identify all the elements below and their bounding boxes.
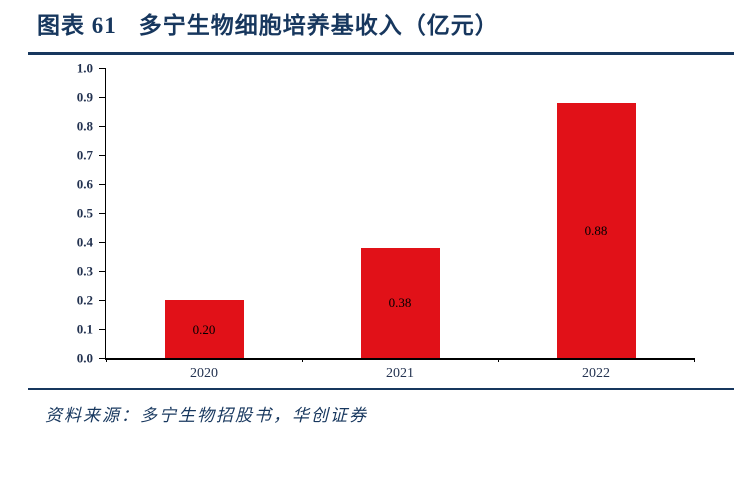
y-axis-tick bbox=[99, 67, 105, 69]
y-axis-tick-label: 0.4 bbox=[76, 234, 93, 250]
bar-2020: 0.20 bbox=[164, 300, 244, 358]
y-axis-tick-label: 0.5 bbox=[76, 205, 93, 221]
y-axis-tick bbox=[99, 96, 105, 98]
bar-2022: 0.88 bbox=[556, 102, 636, 358]
y-axis-tick bbox=[99, 299, 105, 301]
y-axis-tick bbox=[99, 183, 105, 185]
title-divider-line bbox=[28, 52, 734, 55]
bar-value-label: 0.20 bbox=[192, 321, 216, 337]
y-axis-tick-label: 1.0 bbox=[76, 60, 93, 76]
figure-title-text: 多宁生物细胞培养基收入（亿元） bbox=[138, 13, 499, 38]
y-axis-tick bbox=[99, 328, 105, 330]
source-note: 资料来源：多宁生物招股书，华创证券 bbox=[45, 406, 368, 425]
x-axis-tick bbox=[105, 358, 107, 362]
y-axis-tick-label: 0.3 bbox=[76, 263, 93, 279]
x-axis-category-label: 2020 bbox=[190, 366, 218, 381]
y-axis-tick bbox=[99, 125, 105, 127]
y-axis-tick-label: 0.0 bbox=[76, 350, 93, 366]
y-axis-tick bbox=[99, 212, 105, 214]
bar-value-label: 0.38 bbox=[388, 295, 412, 311]
x-axis-tick bbox=[497, 358, 499, 362]
y-axis-tick-label: 0.9 bbox=[76, 89, 93, 105]
y-axis-tick-label: 0.2 bbox=[76, 292, 93, 308]
y-axis-tick-label: 0.6 bbox=[76, 176, 93, 192]
y-axis-tick bbox=[99, 154, 105, 156]
y-axis-tick bbox=[99, 270, 105, 272]
y-axis-tick-label: 0.7 bbox=[76, 147, 93, 163]
x-axis-category-label: 2022 bbox=[582, 366, 610, 381]
chart-bottom-divider-line bbox=[28, 388, 734, 390]
bar-2021: 0.38 bbox=[360, 247, 440, 358]
figure-number-label: 图表 61 bbox=[37, 13, 117, 38]
y-axis-tick-label: 0.1 bbox=[76, 321, 93, 337]
y-axis-tick-label: 0.8 bbox=[76, 118, 93, 134]
x-axis-tick bbox=[693, 358, 695, 362]
y-axis-tick bbox=[99, 357, 105, 359]
bar-chart-plot-area: 0.0 0.1 0.2 0.3 0.4 0.5 0.6 0.7 0.8 0.9 1.0 0.20 202… bbox=[77, 62, 695, 381]
x-axis-category-label: 2021 bbox=[386, 366, 414, 381]
figure-title: 图表 61 多宁生物细胞培养基收入（亿元） bbox=[37, 6, 499, 40]
y-axis-tick bbox=[99, 241, 105, 243]
bar-value-label: 0.88 bbox=[584, 222, 608, 238]
x-axis-tick bbox=[301, 358, 303, 362]
